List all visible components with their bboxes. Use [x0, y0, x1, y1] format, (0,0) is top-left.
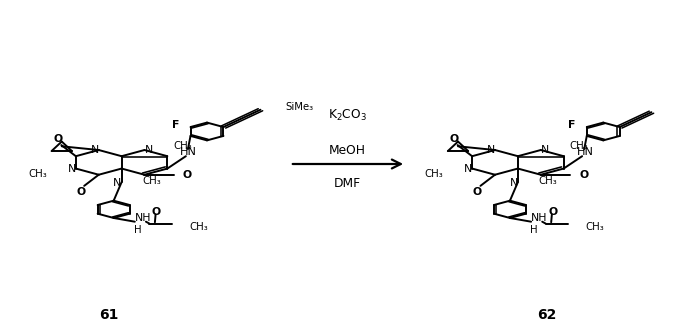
Text: O: O [450, 133, 459, 144]
Text: NH: NH [135, 213, 151, 223]
Text: HN: HN [180, 147, 197, 157]
Text: F: F [172, 120, 179, 131]
Text: N: N [68, 164, 76, 174]
Text: CH₃: CH₃ [539, 176, 558, 186]
Text: N: N [464, 164, 472, 174]
Text: CH₃: CH₃ [173, 141, 192, 151]
Text: H: H [530, 225, 537, 235]
Text: 61: 61 [99, 308, 119, 322]
Text: O: O [473, 187, 482, 197]
Text: N: N [144, 145, 153, 155]
Text: K$_2$CO$_3$: K$_2$CO$_3$ [328, 108, 367, 123]
Text: MeOH: MeOH [329, 145, 366, 157]
Text: O: O [53, 133, 62, 144]
Text: HN: HN [577, 147, 593, 157]
Text: SiMe₃: SiMe₃ [285, 102, 313, 112]
Text: O: O [579, 170, 588, 180]
Text: F: F [567, 120, 575, 131]
Text: CH₃: CH₃ [586, 222, 604, 232]
Text: 62: 62 [537, 308, 557, 322]
Text: N: N [91, 145, 98, 155]
Text: O: O [548, 207, 557, 217]
Text: CH₃: CH₃ [424, 169, 443, 179]
Text: N: N [541, 145, 549, 155]
Text: CH₃: CH₃ [189, 222, 208, 232]
Text: CH₃: CH₃ [142, 176, 161, 186]
Text: N: N [113, 178, 121, 188]
Text: O: O [76, 187, 85, 197]
Text: O: O [151, 207, 161, 217]
Text: CH₃: CH₃ [570, 141, 588, 151]
Text: N: N [510, 178, 518, 188]
Text: H: H [134, 225, 142, 235]
Text: N: N [487, 145, 495, 155]
Text: DMF: DMF [334, 177, 361, 190]
Text: CH₃: CH₃ [28, 169, 47, 179]
Text: O: O [183, 170, 192, 180]
Text: NH: NH [531, 213, 548, 223]
